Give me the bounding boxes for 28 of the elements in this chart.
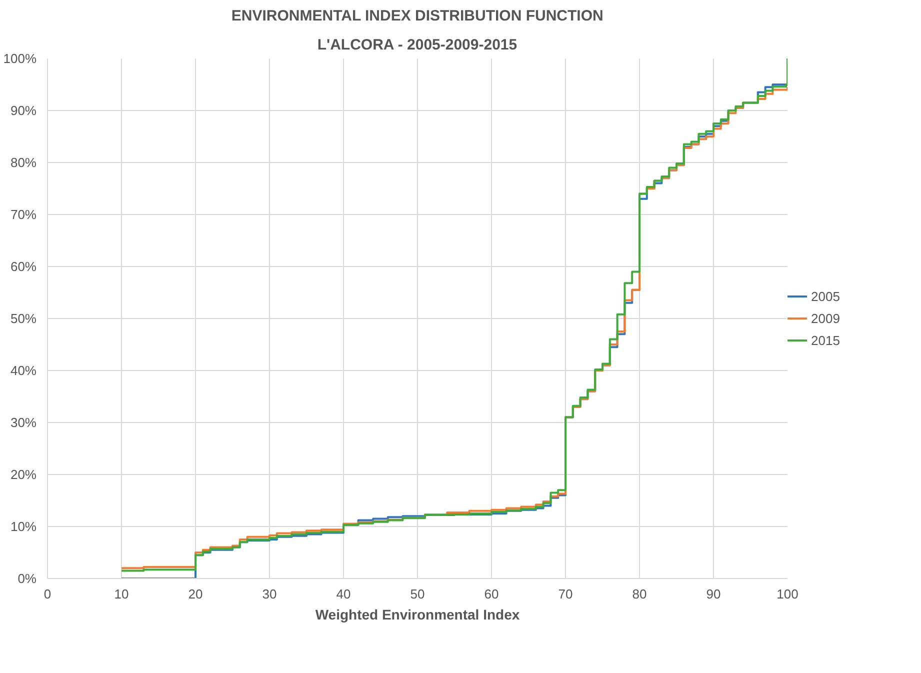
- y-tick-label: 80%: [10, 155, 37, 170]
- x-tick-label: 70: [558, 586, 573, 602]
- x-tick-label: 80: [632, 586, 647, 602]
- legend-label: 2009: [811, 310, 840, 326]
- x-tick-label: 60: [484, 586, 499, 602]
- x-tick-label: 100: [776, 586, 798, 602]
- y-tick-label: 50%: [10, 311, 37, 326]
- y-tick-label: 40%: [10, 363, 37, 378]
- y-tick-label: 10%: [10, 519, 37, 534]
- y-tick-label: 20%: [10, 467, 37, 482]
- legend-label: 2015: [811, 332, 840, 348]
- x-tick-label: 30: [262, 586, 277, 602]
- chart-subtitle: L'ALCORA - 2005-2009-2015: [317, 36, 518, 54]
- y-tick-label: 90%: [10, 103, 37, 118]
- legend-label: 2005: [811, 288, 840, 304]
- x-tick-label: 20: [188, 586, 203, 602]
- x-tick-label: 40: [336, 586, 351, 602]
- y-tick-label: 100%: [3, 51, 37, 66]
- x-axis-title: Weighted Environmental Index: [315, 606, 520, 622]
- x-tick-label: 90: [706, 586, 721, 602]
- x-tick-label: 0: [44, 586, 52, 602]
- chart-title: ENVIRONMENTAL INDEX DISTRIBUTION FUNCTION: [231, 8, 604, 24]
- y-tick-label: 0%: [18, 571, 37, 586]
- y-tick-label: 70%: [10, 207, 37, 222]
- y-tick-label: 30%: [10, 415, 37, 430]
- y-tick-label: 60%: [10, 259, 37, 274]
- x-tick-label: 50: [410, 586, 425, 602]
- x-tick-label: 10: [114, 586, 129, 602]
